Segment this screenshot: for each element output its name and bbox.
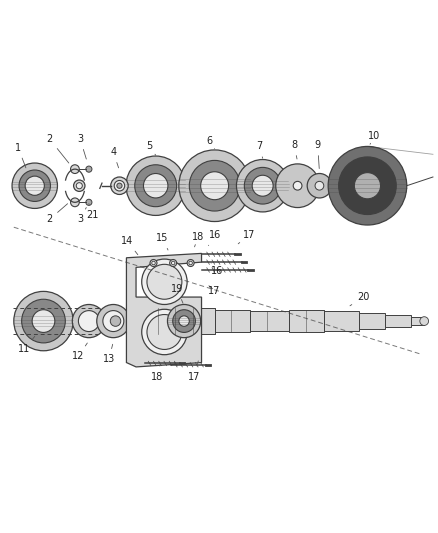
- Ellipse shape: [179, 316, 189, 326]
- Ellipse shape: [328, 147, 407, 225]
- Circle shape: [86, 166, 92, 172]
- Text: 17: 17: [208, 286, 221, 295]
- Bar: [215, 310, 250, 333]
- Ellipse shape: [76, 183, 82, 189]
- Text: 14: 14: [121, 236, 138, 255]
- Ellipse shape: [189, 261, 192, 265]
- Ellipse shape: [315, 181, 324, 190]
- Text: 17: 17: [238, 230, 255, 244]
- Text: 2: 2: [46, 134, 69, 163]
- Polygon shape: [127, 253, 201, 367]
- Text: 6: 6: [206, 136, 215, 149]
- Ellipse shape: [187, 260, 194, 266]
- Ellipse shape: [171, 261, 175, 265]
- Circle shape: [86, 199, 92, 205]
- Ellipse shape: [114, 181, 125, 191]
- Ellipse shape: [97, 304, 130, 338]
- Ellipse shape: [276, 164, 319, 207]
- Ellipse shape: [150, 260, 157, 266]
- Ellipse shape: [293, 181, 302, 190]
- Ellipse shape: [74, 180, 85, 191]
- Text: 3: 3: [77, 207, 86, 224]
- Text: 13: 13: [103, 344, 115, 364]
- Text: 18: 18: [192, 232, 204, 247]
- Bar: [359, 313, 385, 329]
- Ellipse shape: [110, 316, 121, 326]
- Text: 11: 11: [18, 336, 35, 354]
- Ellipse shape: [420, 317, 428, 326]
- Bar: [324, 311, 359, 330]
- Ellipse shape: [179, 150, 251, 222]
- Ellipse shape: [117, 183, 122, 188]
- Ellipse shape: [142, 259, 187, 304]
- Text: 4: 4: [110, 147, 119, 168]
- Text: 19: 19: [171, 284, 183, 303]
- Circle shape: [71, 198, 79, 207]
- Text: 15: 15: [156, 233, 169, 250]
- Bar: [289, 310, 324, 333]
- Ellipse shape: [111, 177, 128, 195]
- Ellipse shape: [173, 310, 195, 333]
- Ellipse shape: [244, 167, 281, 204]
- Ellipse shape: [72, 304, 106, 338]
- Bar: [130, 308, 215, 334]
- Ellipse shape: [189, 160, 240, 211]
- Text: 9: 9: [314, 140, 321, 168]
- Ellipse shape: [25, 176, 44, 195]
- Ellipse shape: [19, 170, 50, 201]
- Ellipse shape: [237, 159, 289, 212]
- Ellipse shape: [152, 261, 155, 265]
- Ellipse shape: [354, 173, 381, 199]
- Text: 10: 10: [368, 131, 381, 144]
- Text: 5: 5: [146, 141, 155, 155]
- Ellipse shape: [142, 309, 187, 354]
- Ellipse shape: [32, 310, 55, 333]
- Text: 21: 21: [86, 204, 99, 220]
- Text: 7: 7: [256, 141, 263, 158]
- Text: 18: 18: [151, 363, 163, 382]
- Ellipse shape: [201, 172, 229, 200]
- Ellipse shape: [12, 163, 57, 208]
- Bar: [411, 317, 424, 326]
- Ellipse shape: [135, 165, 177, 207]
- Ellipse shape: [147, 314, 182, 350]
- Ellipse shape: [103, 311, 124, 332]
- Ellipse shape: [167, 304, 201, 338]
- Text: 17: 17: [188, 361, 201, 382]
- Circle shape: [71, 165, 79, 174]
- Text: 16: 16: [208, 230, 221, 246]
- Text: 1: 1: [15, 143, 26, 168]
- Ellipse shape: [144, 174, 168, 198]
- Ellipse shape: [78, 311, 99, 332]
- Ellipse shape: [14, 292, 73, 351]
- Text: 3: 3: [77, 134, 86, 159]
- Ellipse shape: [126, 156, 185, 215]
- Ellipse shape: [252, 175, 273, 196]
- Bar: [250, 311, 289, 330]
- Text: 12: 12: [72, 343, 87, 361]
- Text: 8: 8: [291, 140, 297, 159]
- Ellipse shape: [307, 174, 332, 198]
- Ellipse shape: [21, 299, 65, 343]
- Ellipse shape: [147, 264, 182, 299]
- Bar: [385, 315, 411, 327]
- Text: 20: 20: [350, 292, 369, 306]
- Ellipse shape: [170, 260, 177, 266]
- Text: 16: 16: [211, 263, 223, 276]
- Ellipse shape: [339, 157, 396, 215]
- Text: 2: 2: [46, 204, 67, 224]
